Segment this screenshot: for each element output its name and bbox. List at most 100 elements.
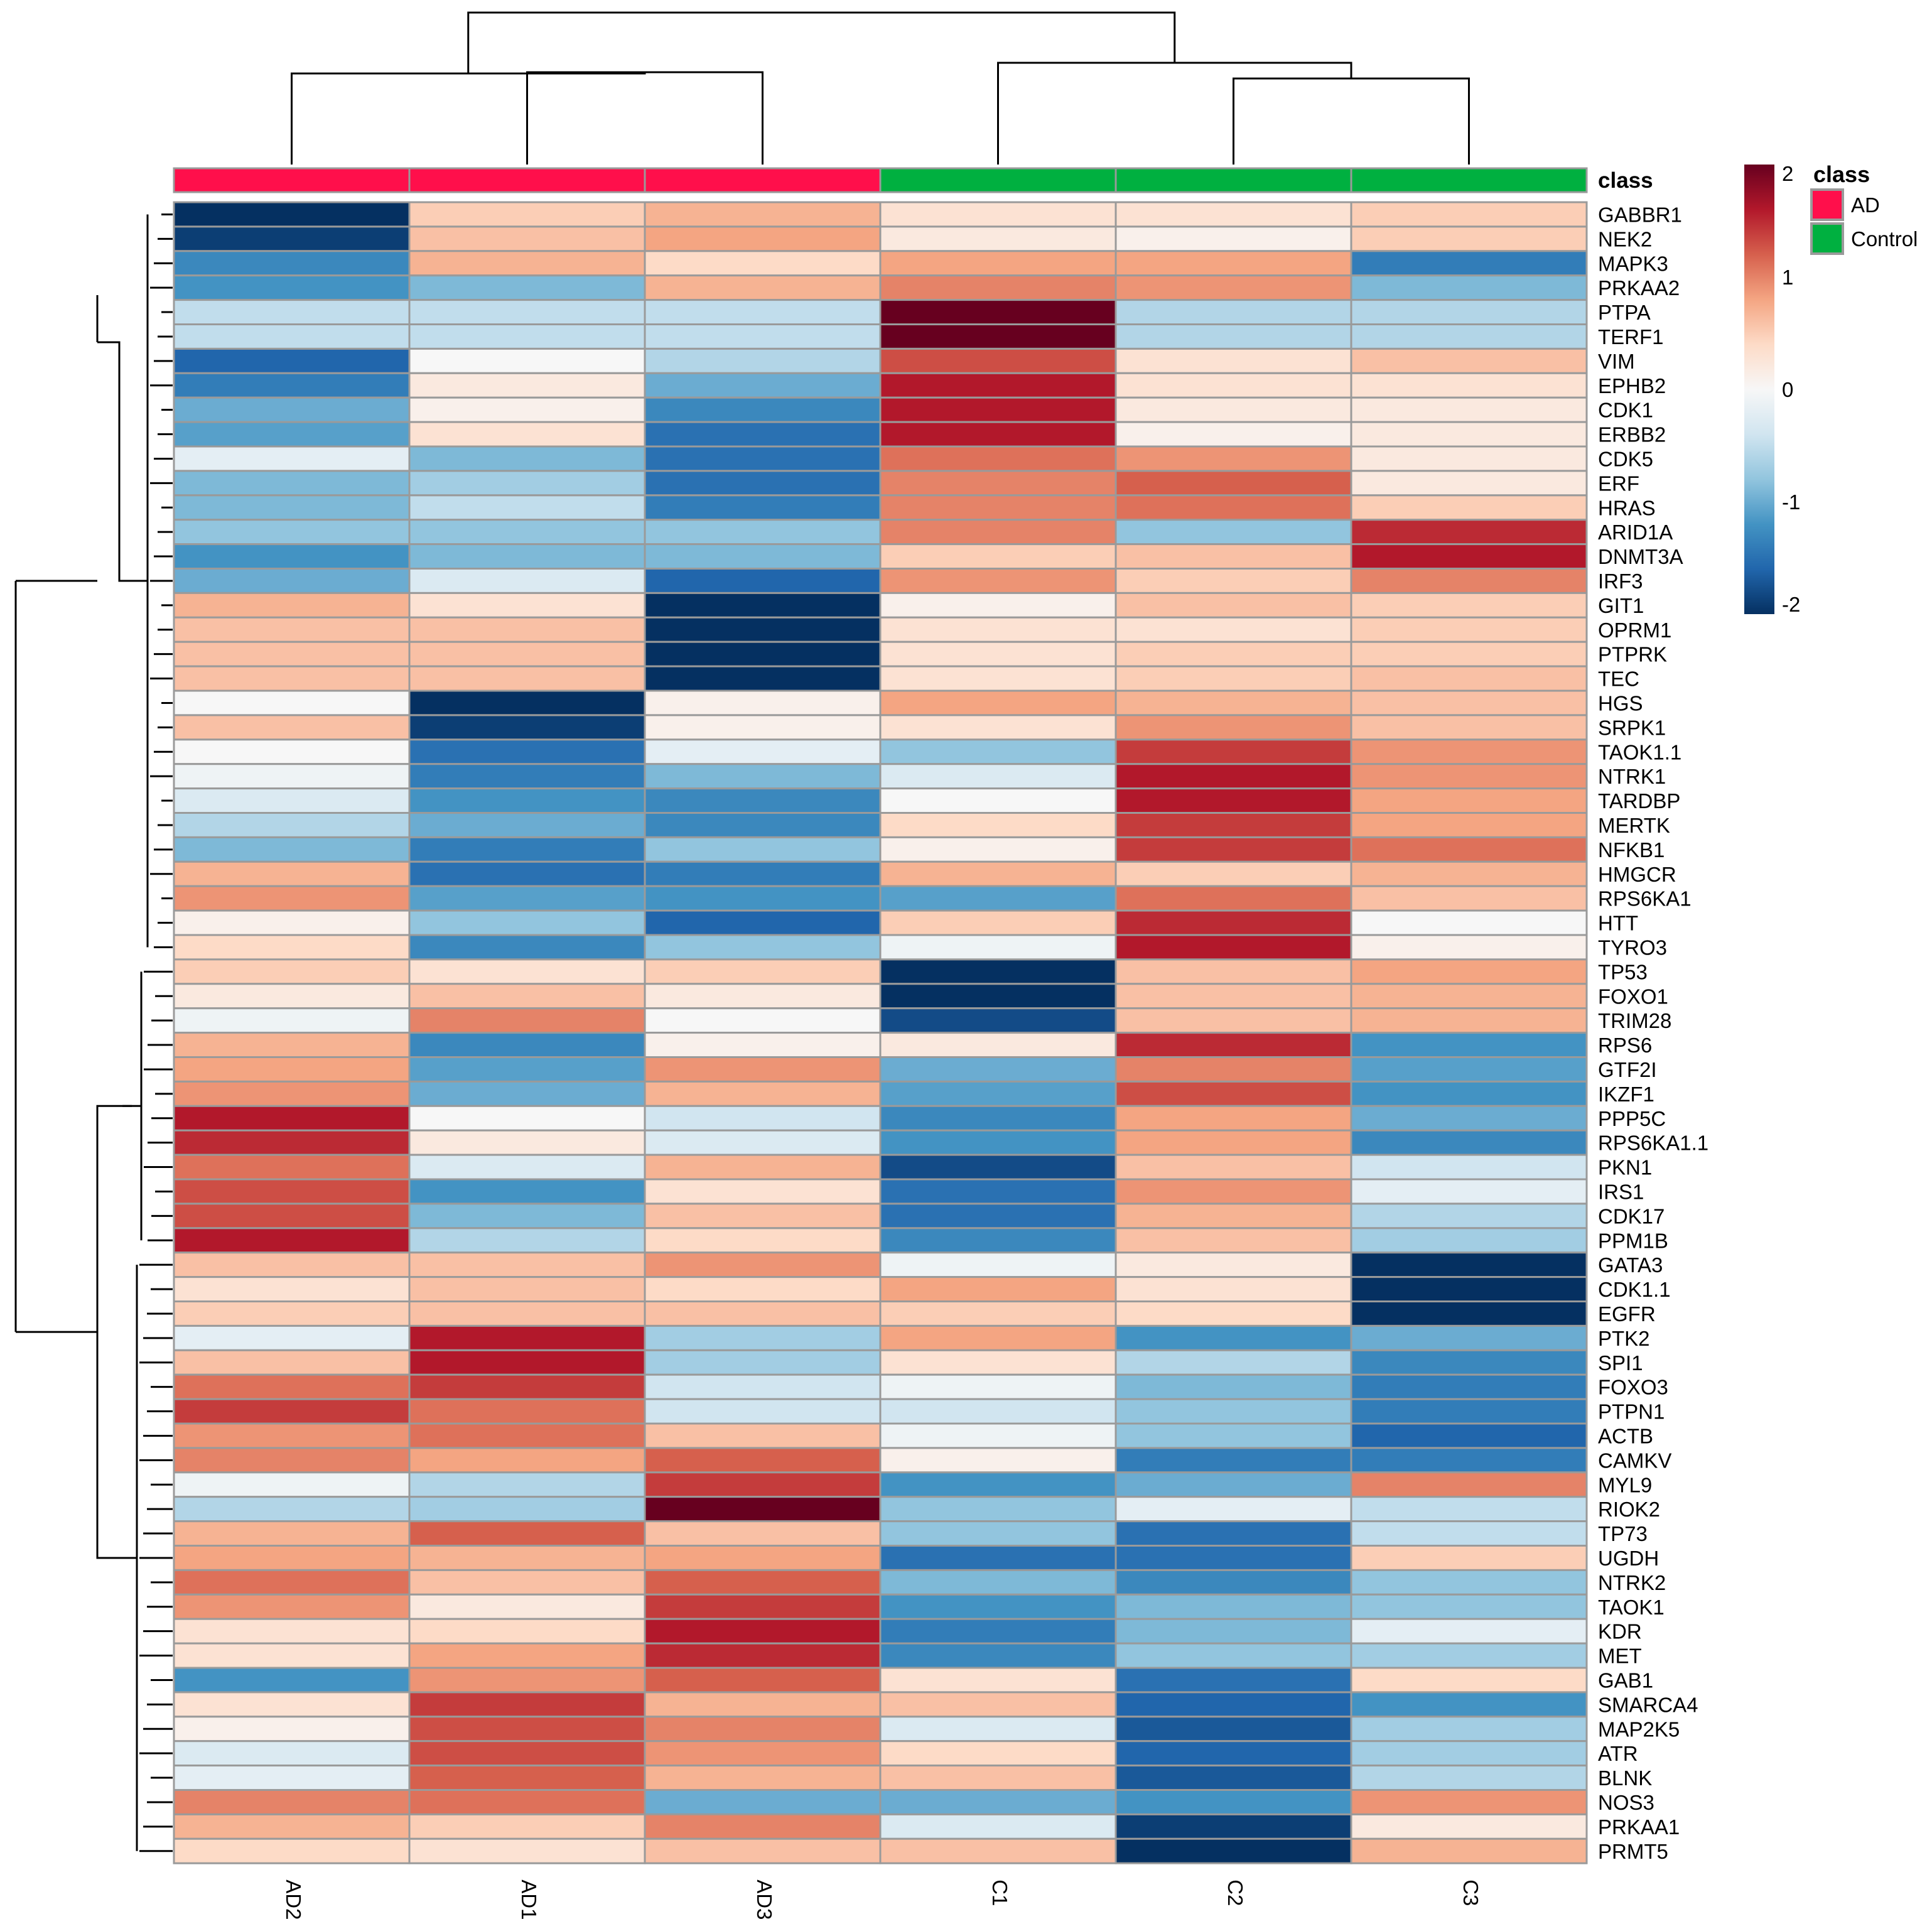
heatmap-cell [1114,1276,1352,1302]
heatmap-cell [173,568,411,594]
heatmap-cell [1114,396,1352,423]
heatmap-cell [879,885,1117,912]
heatmap-cell [879,665,1117,692]
heatmap-cell [644,1227,882,1254]
heatmap-cell [408,1227,646,1254]
row-label: HGS [1598,691,1643,715]
heatmap-cell [879,519,1117,546]
heatmap-cell [879,1105,1117,1132]
heatmap-cell [1114,1667,1352,1694]
heatmap-cell [408,1740,646,1767]
heatmap-cell [408,1203,646,1230]
heatmap-cell [1350,1032,1588,1058]
heatmap-cell [408,763,646,790]
heatmap-cell [644,1447,882,1474]
heatmap-cell [1114,1007,1352,1034]
heatmap-cell [173,1447,411,1474]
heatmap-cell [644,1496,882,1523]
heatmap-cell [879,445,1117,472]
heatmap-cell [173,347,411,374]
heatmap-cell [1114,860,1352,887]
heatmap-cell [644,885,882,912]
heatmap-cell [644,445,882,472]
heatmap-cell [173,763,411,790]
heatmap-cell [408,1129,646,1156]
heatmap-cell [644,323,882,350]
heatmap-cell [644,1398,882,1425]
heatmap-cell [644,519,882,546]
heatmap-cell [644,396,882,423]
heatmap-cell [173,299,411,326]
heatmap-cell [173,885,411,912]
heatmap-cell [1114,1691,1352,1718]
heatmap-cell [408,421,646,448]
row-label: GIT1 [1598,594,1644,617]
row-label: UGDH [1598,1547,1659,1570]
heatmap-cell [1350,1716,1588,1743]
heatmap-cell [1114,983,1352,1010]
heatmap-cell [408,1007,646,1034]
row-label: MERTK [1598,814,1670,837]
heatmap-cell [644,1203,882,1230]
heatmap-cell [1114,519,1352,546]
heatmap-cell [879,347,1117,374]
legend-label: AD [1851,193,1880,217]
row-label: KDR [1598,1620,1642,1643]
row-label: TP73 [1598,1522,1648,1545]
heatmap-cell [879,1471,1117,1498]
row-label: NFKB1 [1598,838,1665,862]
row-label: TAOK1.1 [1598,740,1681,764]
heatmap-cell [1114,1740,1352,1767]
heatmap-cell [1350,1178,1588,1205]
row-label: PPM1B [1598,1229,1668,1252]
dendrogram-branch [97,341,129,582]
heatmap-cell [408,909,646,936]
heatmap-cell [1350,1129,1588,1156]
class-annotation-bar: class [173,167,1653,193]
heatmap-cell [644,1373,882,1400]
heatmap-cell [644,421,882,448]
heatmap-cell [1114,347,1352,374]
heatmap-cell [879,1667,1117,1694]
heatmap-cell [879,1056,1117,1083]
heatmap-cell [1114,934,1352,961]
row-label: PTPA [1598,301,1651,324]
heatmap-cell [173,1765,411,1792]
heatmap-cell [173,738,411,765]
heatmap-cell [1114,689,1352,716]
heatmap-cell [1114,812,1352,838]
heatmap-cell [408,1056,646,1083]
row-label: TEC [1598,668,1639,691]
heatmap-cell [1350,1398,1588,1425]
heatmap-cell [173,1324,411,1351]
heatmap-cell [644,1765,882,1792]
heatmap-cell [408,1080,646,1107]
annotation-label: class [1598,168,1653,193]
heatmap-cell [879,1545,1117,1571]
heatmap-cell [879,1080,1117,1107]
row-label: TERF1 [1598,325,1664,349]
heatmap-cell [1114,1422,1352,1449]
heatmap-cell [408,1642,646,1669]
heatmap-cell [1350,812,1588,838]
heatmap-cell [408,738,646,765]
heatmap-cell [1350,519,1588,546]
heatmap-cell [173,1105,411,1132]
heatmap-cell [173,1349,411,1376]
row-label: SRPK1 [1598,716,1666,739]
heatmap-cell [644,1740,882,1767]
heatmap-cell [408,1520,646,1547]
heatmap-cell [1350,1545,1588,1571]
heatmap-cell [1114,1593,1352,1620]
heatmap-cell [173,1056,411,1083]
heatmap-cell [1350,1618,1588,1645]
row-label: PRMT5 [1598,1840,1668,1863]
heatmap-cell [173,372,411,399]
heatmap-cell [173,689,411,716]
heatmap-cell [1114,1545,1352,1571]
heatmap-cell [879,836,1117,863]
heatmap-cell [408,1667,646,1694]
heatmap-cell [879,1129,1117,1156]
heatmap-cell [1350,225,1588,252]
heatmap-cell [1350,1691,1588,1718]
